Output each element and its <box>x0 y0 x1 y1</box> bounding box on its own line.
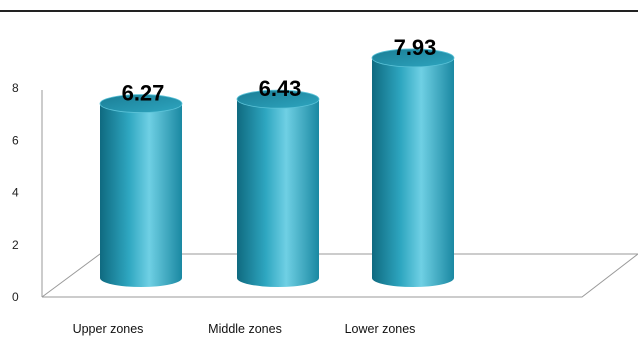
bar-body <box>100 103 182 287</box>
data-labels: 6.27 6.43 7.93 <box>122 35 437 106</box>
category-label: Middle zones <box>208 322 282 336</box>
y-tick-label: 8 <box>12 81 19 95</box>
bar-body <box>237 99 319 287</box>
y-tick-label: 2 <box>12 238 19 252</box>
bars <box>99 48 455 287</box>
category-label: Lower zones <box>345 322 416 336</box>
floor-front-edge <box>42 253 638 298</box>
data-label: 6.27 <box>122 81 165 106</box>
bar-lower-zones <box>371 48 455 287</box>
bar-top <box>236 89 320 109</box>
category-labels: Upper zones Middle zones Lower zones <box>73 322 416 336</box>
data-label: 7.93 <box>394 35 437 60</box>
y-tick-label: 6 <box>12 133 19 147</box>
y-axis-ticks: 0 2 4 6 8 <box>12 81 19 304</box>
y-tick-label: 0 <box>12 290 19 304</box>
bar-upper-zones <box>99 94 183 287</box>
y-tick-label: 4 <box>12 186 19 200</box>
category-label: Upper zones <box>73 322 144 336</box>
bar-body <box>372 57 454 287</box>
bar-top <box>371 48 455 68</box>
bar-top <box>99 94 183 113</box>
bar-middle-zones <box>236 89 320 287</box>
data-label: 6.43 <box>259 76 302 101</box>
